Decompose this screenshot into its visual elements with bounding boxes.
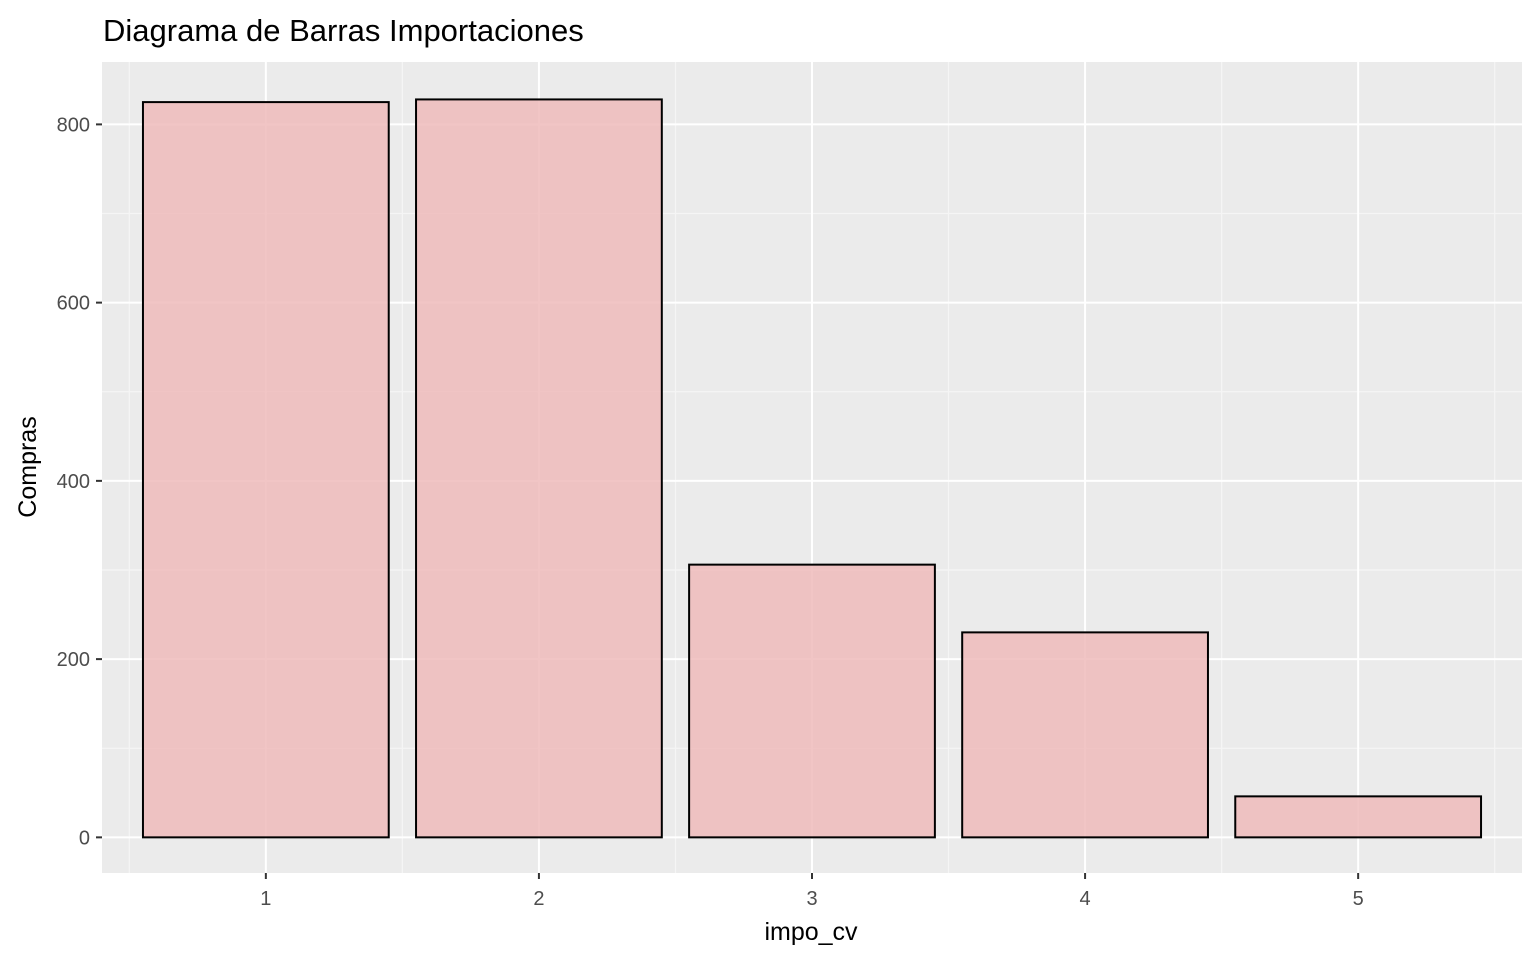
y-tick-label: 200 xyxy=(57,649,90,671)
x-tick-label: 1 xyxy=(260,888,271,910)
x-tick-label: 4 xyxy=(1080,888,1091,910)
y-tick-label: 800 xyxy=(57,114,90,136)
bar-series xyxy=(141,98,1483,839)
minor-gridlines-x xyxy=(128,62,1496,873)
x-tick-label: 3 xyxy=(806,888,817,910)
x-axis-title: impo_cv xyxy=(764,918,858,946)
bar-3 xyxy=(688,563,936,839)
bar-1 xyxy=(141,101,390,839)
y-axis: 0 200 400 600 800 xyxy=(57,114,102,849)
x-axis: 1 2 3 4 5 xyxy=(260,873,1364,910)
y-axis-title: Compras xyxy=(14,416,42,517)
x-tick-label: 5 xyxy=(1353,888,1364,910)
bar-5 xyxy=(1234,795,1483,839)
y-tick-label: 600 xyxy=(57,293,90,315)
x-tick-label: 2 xyxy=(533,888,544,910)
y-tick-label: 400 xyxy=(57,471,90,493)
bar-2 xyxy=(415,98,663,839)
y-tick-label: 0 xyxy=(79,827,90,849)
bar-4 xyxy=(961,631,1209,839)
chart-title: Diagrama de Barras Importaciones xyxy=(103,13,584,48)
